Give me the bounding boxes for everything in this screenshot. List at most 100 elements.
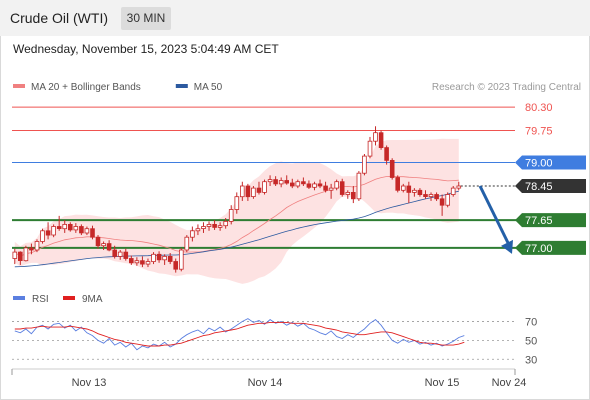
x-tick-label: Nov 14: [248, 377, 283, 389]
x-tick-label: Nov 24: [492, 377, 527, 389]
arrow-head: [501, 239, 513, 254]
instrument-title: Crude Oil (WTI): [10, 10, 108, 26]
candle-body: [356, 172, 362, 200]
candle-body: [456, 185, 462, 189]
rsi-panel: RSI 9MA 70 50 30: [12, 294, 537, 366]
candle-body: [428, 194, 434, 197]
candle-body: [40, 230, 45, 242]
candle-body: [34, 241, 40, 251]
candle-body: [306, 183, 312, 188]
candle-body: [95, 236, 101, 247]
arrow-shaft: [478, 185, 511, 246]
legend-swatch-0: [13, 84, 25, 88]
rsi-legend-swatch-0: [13, 296, 25, 300]
candle-body: [201, 226, 206, 229]
candle-body: [328, 187, 334, 191]
rsi-legend-label-1: 9MA: [82, 294, 103, 305]
level-label-pivot: 79.00: [525, 158, 553, 170]
candle-body: [23, 247, 29, 262]
moving-averages: [14, 175, 459, 268]
timestamp: Wednesday, November 15, 2023 5:04:49 AM …: [13, 42, 279, 56]
candle-body: [389, 159, 395, 178]
candle-body: [350, 191, 356, 200]
candle-body: [68, 223, 73, 231]
candle-body: [190, 230, 195, 238]
price-legend: MA 20 + Bollinger Bands MA 50: [13, 82, 223, 93]
candle-body: [56, 226, 62, 229]
x-axis: Nov 13 Nov 14 Nov 15 Nov 24: [11, 368, 527, 389]
level-tag-support: [515, 240, 586, 255]
candle-body: [312, 183, 317, 188]
credit-text: Research © 2023 Trading Central: [432, 82, 581, 93]
candlesticks: [12, 126, 462, 273]
rsi-ma-line: [14, 321, 465, 347]
rsi-tick-70: 70: [525, 316, 537, 328]
candle-body: [162, 255, 167, 261]
x-tick-label: Nov 13: [72, 377, 107, 389]
level-tag-support: [515, 213, 586, 228]
candle-body: [134, 260, 140, 264]
candle-body: [434, 194, 439, 200]
ma20-line: [14, 175, 459, 257]
x-tick-label: Nov 15: [425, 377, 460, 389]
candle-body: [267, 179, 273, 183]
candle-body: [339, 181, 345, 195]
candle-body: [12, 251, 18, 259]
candle-body: [395, 177, 400, 191]
candle-body: [140, 260, 145, 265]
candle-body: [412, 189, 417, 193]
candle-body: [251, 187, 256, 198]
level-label-support: 77.65: [525, 215, 553, 227]
candle-body: [223, 220, 229, 227]
candle-body: [106, 243, 112, 251]
candle-body: [295, 181, 301, 187]
candle-body: [184, 236, 190, 251]
candle-body: [123, 251, 129, 259]
candle-body: [400, 185, 406, 191]
rsi-tick-30: 30: [525, 354, 537, 366]
candle-body: [79, 226, 84, 234]
candle-body: [262, 181, 267, 193]
level-labels: 80.30 79.75 79.00 78.45 77.65 77.00: [515, 102, 586, 255]
candle-body: [45, 230, 51, 236]
candle-body: [29, 247, 34, 251]
candle-body: [228, 209, 234, 222]
candle-body: [439, 198, 445, 206]
candle-body: [445, 194, 450, 206]
candle-body: [450, 187, 456, 195]
candle-body: [256, 187, 262, 193]
candle-body: [51, 226, 56, 236]
candle-body: [278, 180, 284, 185]
candle-body: [62, 223, 67, 230]
legend-label-1: MA 50: [194, 82, 223, 93]
level-label-resistance: 80.30: [525, 102, 553, 114]
candle-body: [151, 253, 156, 263]
legend-label-0: MA 20 + Bollinger Bands: [31, 82, 141, 93]
timeframe-button[interactable]: 30 MIN: [121, 7, 171, 30]
candle-body: [323, 185, 328, 191]
candle-body: [417, 189, 423, 196]
candle-body: [156, 253, 162, 261]
candle-body: [112, 249, 118, 257]
level-label-current: 78.45: [525, 181, 553, 193]
candle-body: [245, 185, 251, 198]
candle-body: [317, 183, 323, 187]
candle-body: [367, 140, 373, 157]
candle-body: [378, 132, 384, 148]
candle-body: [17, 251, 23, 262]
candle-body: [301, 181, 306, 185]
candle-body: [334, 181, 339, 189]
header-bar: Crude Oil (WTI) 30 MIN: [0, 0, 590, 36]
level-label-resistance: 79.75: [525, 126, 553, 138]
candle-body: [178, 249, 184, 270]
candle-body: [423, 194, 428, 197]
candle-body: [239, 185, 245, 198]
level-label-support: 77.00: [525, 243, 553, 255]
candle-body: [128, 258, 134, 264]
candle-body: [406, 185, 412, 193]
candle-body: [173, 261, 179, 270]
candle-body: [362, 155, 367, 174]
level-tag-pivot: [515, 155, 586, 170]
candle-body: [284, 180, 289, 184]
